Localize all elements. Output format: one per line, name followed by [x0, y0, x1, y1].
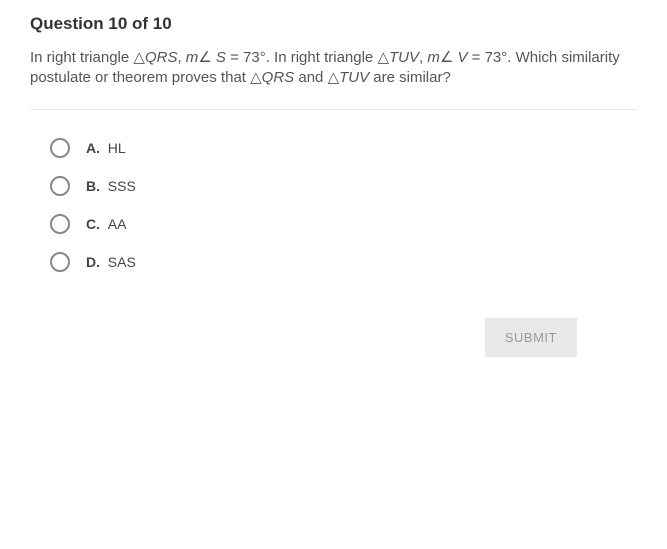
quiz-container: Question 10 of 10 In right triangle △QRS… — [0, 0, 667, 387]
measure-m: m — [186, 49, 199, 66]
option-text: SAS — [108, 254, 136, 270]
angle-vertex: V — [453, 49, 467, 66]
option-label: D. SAS — [86, 254, 136, 270]
option-c[interactable]: C. AA — [50, 214, 637, 234]
text-fragment: = 73°. In right triangle — [226, 49, 378, 66]
text-fragment: , — [177, 49, 185, 66]
radio-icon — [50, 252, 70, 272]
triangle-name: TUV — [389, 49, 419, 66]
option-label: C. AA — [86, 216, 126, 232]
text-fragment: and — [294, 69, 327, 86]
option-a[interactable]: A. HL — [50, 138, 637, 158]
triangle-symbol: △ — [133, 49, 145, 66]
option-letter: C. — [86, 216, 100, 232]
text-fragment: In right triangle — [30, 49, 133, 66]
triangle-name: QRS — [262, 69, 295, 86]
option-label: A. HL — [86, 140, 126, 156]
question-text: In right triangle △QRS, m∠ S = 73°. In r… — [30, 48, 637, 110]
option-b[interactable]: B. SSS — [50, 176, 637, 196]
option-text: SSS — [108, 178, 136, 194]
submit-row: SUBMIT — [30, 290, 637, 357]
option-text: HL — [108, 140, 126, 156]
triangle-name: QRS — [145, 49, 178, 66]
radio-icon — [50, 214, 70, 234]
triangle-symbol: △ — [377, 49, 389, 66]
option-d[interactable]: D. SAS — [50, 252, 637, 272]
radio-icon — [50, 176, 70, 196]
measure-m: m — [427, 49, 440, 66]
option-letter: B. — [86, 178, 100, 194]
option-label: B. SSS — [86, 178, 136, 194]
triangle-name: TUV — [339, 69, 369, 86]
options-list: A. HL B. SSS C. AA D. SAS — [30, 110, 637, 272]
angle-symbol: ∠ — [440, 49, 453, 66]
angle-vertex: S — [212, 49, 226, 66]
angle-symbol: ∠ — [198, 49, 211, 66]
submit-button[interactable]: SUBMIT — [485, 318, 577, 357]
option-text: AA — [108, 216, 127, 232]
triangle-symbol: △ — [328, 69, 340, 86]
option-letter: D. — [86, 254, 100, 270]
triangle-symbol: △ — [250, 69, 262, 86]
option-letter: A. — [86, 140, 100, 156]
text-fragment: are similar? — [369, 69, 451, 86]
radio-icon — [50, 138, 70, 158]
question-number: Question 10 of 10 — [30, 14, 637, 34]
